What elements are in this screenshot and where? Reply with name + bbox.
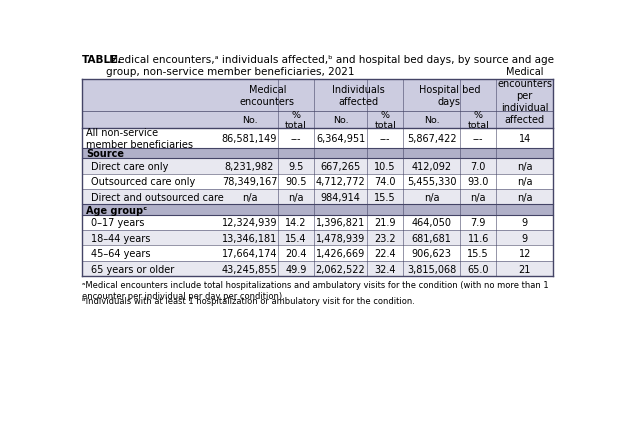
Text: TABLE.: TABLE.	[82, 55, 122, 65]
Text: 9.5: 9.5	[288, 162, 304, 172]
Text: 10.5: 10.5	[374, 162, 396, 172]
Text: 21: 21	[518, 264, 531, 274]
Text: 43,245,855: 43,245,855	[222, 264, 277, 274]
Text: %
total: % total	[285, 110, 307, 130]
Text: Hospital bed
days: Hospital bed days	[418, 85, 480, 107]
Text: 464,050: 464,050	[412, 218, 452, 228]
Text: ---: ---	[291, 134, 301, 144]
Bar	[82, 80, 554, 112]
Text: No.: No.	[333, 116, 348, 125]
Text: 15.5: 15.5	[467, 248, 489, 258]
Text: 18–44 years: 18–44 years	[91, 233, 150, 243]
Text: 1,396,821: 1,396,821	[316, 218, 365, 228]
Text: 86,581,149: 86,581,149	[222, 134, 277, 144]
Text: n/a: n/a	[471, 192, 486, 202]
Text: No.: No.	[424, 116, 440, 125]
Text: 2,062,522: 2,062,522	[316, 264, 365, 274]
Bar	[82, 261, 554, 277]
Text: 65.0: 65.0	[467, 264, 489, 274]
Text: ᵃMedical encounters include total hospitalizations and ambulatory visits for the: ᵃMedical encounters include total hospit…	[82, 280, 549, 300]
Text: 74.0: 74.0	[374, 177, 396, 187]
Text: ---: ---	[473, 134, 484, 144]
Text: %
total: % total	[374, 110, 396, 130]
Text: 6,364,951: 6,364,951	[316, 134, 365, 144]
Bar	[82, 205, 554, 215]
Text: 0–17 years: 0–17 years	[91, 218, 144, 228]
Text: 7.9: 7.9	[471, 218, 486, 228]
Text: 1,478,939: 1,478,939	[316, 233, 365, 243]
Text: 12: 12	[518, 248, 531, 258]
Text: 4,712,772: 4,712,772	[316, 177, 365, 187]
Text: 681,681: 681,681	[412, 233, 451, 243]
Text: 9: 9	[521, 218, 528, 228]
Text: 15.5: 15.5	[374, 192, 396, 202]
Text: ᵇIndividuals with at least 1 hospitalization or ambulatory visit for the conditi: ᵇIndividuals with at least 1 hospitaliza…	[82, 296, 415, 305]
Text: ---: ---	[380, 134, 391, 144]
Text: 20.4: 20.4	[285, 248, 307, 258]
Text: 11.6: 11.6	[467, 233, 489, 243]
Text: 3,815,068: 3,815,068	[407, 264, 456, 274]
Text: 23.2: 23.2	[374, 233, 396, 243]
Text: n/a: n/a	[517, 162, 533, 172]
Text: 14: 14	[518, 134, 531, 144]
Text: 12,324,939: 12,324,939	[222, 218, 277, 228]
Bar	[82, 129, 554, 149]
Text: Outsourced care only: Outsourced care only	[91, 177, 195, 187]
Bar	[82, 246, 554, 261]
Text: Medical
encounters: Medical encounters	[240, 85, 295, 107]
Text: 7.0: 7.0	[471, 162, 486, 172]
Text: Individuals
affected: Individuals affected	[332, 85, 385, 107]
Text: Age groupᶜ: Age groupᶜ	[86, 205, 147, 215]
Bar	[82, 149, 554, 159]
Text: 90.5: 90.5	[285, 177, 307, 187]
Text: n/a: n/a	[517, 192, 533, 202]
Text: n/a: n/a	[242, 192, 257, 202]
Text: 14.2: 14.2	[285, 218, 307, 228]
Text: 667,265: 667,265	[321, 162, 361, 172]
Text: All non-service
member beneficiaries: All non-service member beneficiaries	[86, 128, 193, 150]
Text: 906,623: 906,623	[412, 248, 452, 258]
Text: 13,346,181: 13,346,181	[222, 233, 277, 243]
Text: 65 years or older: 65 years or older	[91, 264, 174, 274]
Text: Direct and outsourced care: Direct and outsourced care	[91, 192, 223, 202]
Bar	[82, 174, 554, 190]
Text: 22.4: 22.4	[374, 248, 396, 258]
Text: 1,426,669: 1,426,669	[316, 248, 365, 258]
Text: 93.0: 93.0	[467, 177, 489, 187]
Text: 412,092: 412,092	[412, 162, 452, 172]
Text: 78,349,167: 78,349,167	[222, 177, 277, 187]
Bar	[82, 215, 554, 230]
Bar	[82, 190, 554, 205]
Text: Medical encounters,ᵃ individuals affected,ᵇ and hospital bed days, by source and: Medical encounters,ᵃ individuals affecte…	[106, 55, 554, 77]
Text: n/a: n/a	[517, 177, 533, 187]
Text: n/a: n/a	[288, 192, 304, 202]
Text: 49.9: 49.9	[285, 264, 307, 274]
Text: 984,914: 984,914	[321, 192, 361, 202]
Text: 32.4: 32.4	[374, 264, 396, 274]
Text: Source: Source	[86, 149, 124, 159]
Text: Direct care only: Direct care only	[91, 162, 168, 172]
Text: 45–64 years: 45–64 years	[91, 248, 150, 258]
Text: %
total: % total	[467, 110, 489, 130]
Bar	[82, 159, 554, 174]
Text: n/a: n/a	[424, 192, 440, 202]
Bar	[82, 112, 554, 129]
Text: Medical
encounters
per
individual
affected: Medical encounters per individual affect…	[497, 67, 552, 125]
Bar	[82, 230, 554, 246]
Text: No.: No.	[242, 116, 257, 125]
Text: 9: 9	[521, 233, 528, 243]
Text: 15.4: 15.4	[285, 233, 307, 243]
Text: 8,231,982: 8,231,982	[225, 162, 274, 172]
Text: 17,664,174: 17,664,174	[222, 248, 277, 258]
Text: 21.9: 21.9	[374, 218, 396, 228]
Text: 5,455,330: 5,455,330	[407, 177, 456, 187]
Text: 5,867,422: 5,867,422	[407, 134, 456, 144]
